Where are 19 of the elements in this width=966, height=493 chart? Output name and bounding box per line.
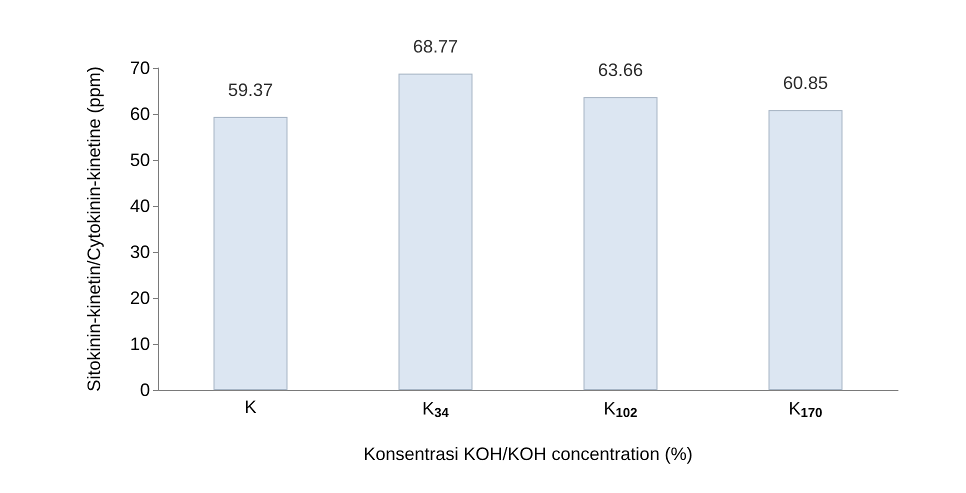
y-tick-label: 30 (130, 242, 150, 262)
bar (584, 97, 658, 390)
x-tick-label: K (244, 397, 257, 417)
y-tick-label: 0 (140, 380, 150, 400)
data-label: 59.37 (228, 80, 274, 100)
data-label: 63.66 (598, 60, 644, 80)
y-tick-label: 50 (130, 150, 150, 170)
data-label: 68.77 (412, 36, 458, 57)
y-axis-title: Sitokinin-kinetin/Cytokinin-kinetine (ppm) (84, 66, 104, 392)
y-tick-label: 60 (130, 104, 150, 124)
bar (398, 74, 472, 390)
bar (768, 110, 842, 390)
data-label: 60.85 (782, 73, 828, 94)
bar (214, 116, 288, 390)
y-tick-label: 20 (130, 288, 150, 308)
y-tick-label: 40 (130, 196, 150, 216)
y-tick-label: 10 (130, 334, 150, 354)
x-axis-title: Konsentrasi KOH/KOH concentration (%) (363, 444, 693, 464)
y-tick-label: 70 (130, 58, 150, 78)
